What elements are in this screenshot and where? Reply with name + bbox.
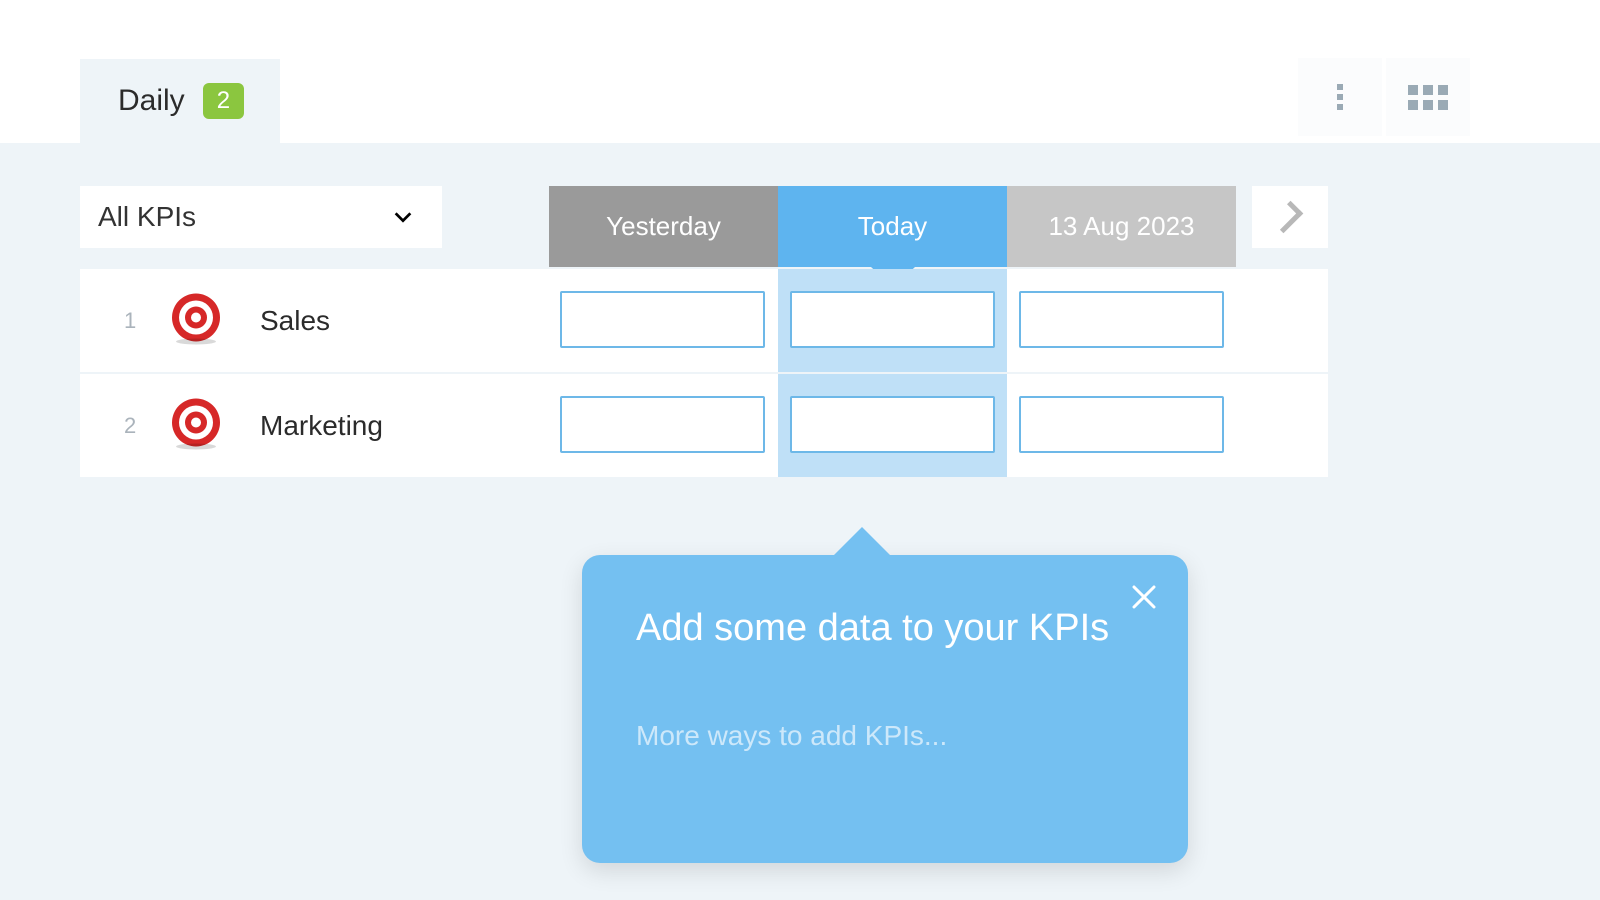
popup-title: Add some data to your KPIs bbox=[636, 607, 1134, 650]
kpi-rows: 1 Sales 2 bbox=[80, 269, 1328, 479]
grid-icon bbox=[1408, 85, 1448, 110]
popup-subtitle-link[interactable]: More ways to add KPIs... bbox=[636, 720, 1134, 752]
kpi-cell-future[interactable] bbox=[1019, 291, 1224, 348]
kpi-cell-future[interactable] bbox=[1019, 396, 1224, 453]
onboarding-popup: Add some data to your KPIs More ways to … bbox=[582, 555, 1188, 863]
date-tab-future-label: 13 Aug 2023 bbox=[1048, 211, 1194, 242]
view-grid-button[interactable] bbox=[1386, 58, 1470, 136]
date-tab-today-label: Today bbox=[858, 211, 927, 242]
date-tab-yesterday-label: Yesterday bbox=[606, 211, 721, 242]
kpi-row-index: 1 bbox=[124, 308, 136, 334]
chevron-down-icon bbox=[392, 206, 414, 228]
tab-daily-label: Daily bbox=[118, 84, 185, 118]
view-toggle-group bbox=[1298, 58, 1470, 136]
chevron-right-icon bbox=[1271, 201, 1304, 234]
next-date-button[interactable] bbox=[1252, 186, 1328, 248]
kpi-cell-today[interactable] bbox=[790, 396, 995, 453]
target-icon bbox=[170, 397, 222, 454]
kpi-row: 1 Sales bbox=[80, 269, 1328, 374]
kpi-cell-yesterday[interactable] bbox=[560, 396, 765, 453]
target-icon bbox=[170, 292, 222, 349]
date-tabs: Yesterday Today 13 Aug 2023 bbox=[549, 186, 1236, 267]
close-icon bbox=[1130, 583, 1158, 611]
kpi-filter-label: All KPIs bbox=[98, 201, 196, 233]
kpi-row: 2 Marketing bbox=[80, 374, 1328, 479]
kpi-cell-today[interactable] bbox=[790, 291, 995, 348]
date-tab-future[interactable]: 13 Aug 2023 bbox=[1007, 186, 1236, 267]
tab-daily-count-badge: 2 bbox=[203, 83, 244, 119]
close-button[interactable] bbox=[1130, 583, 1158, 616]
kpi-row-name: Sales bbox=[260, 305, 330, 337]
kpi-row-index: 2 bbox=[124, 413, 136, 439]
date-tab-yesterday[interactable]: Yesterday bbox=[549, 186, 778, 267]
kpi-row-name: Marketing bbox=[260, 410, 383, 442]
tab-daily[interactable]: Daily 2 bbox=[80, 59, 280, 143]
list-icon bbox=[1337, 84, 1343, 110]
kpi-cell-yesterday[interactable] bbox=[560, 291, 765, 348]
top-bar: Daily 2 bbox=[0, 0, 1600, 143]
view-list-button[interactable] bbox=[1298, 58, 1382, 136]
main-area: All KPIs Yesterday Today 13 Aug 2023 1 bbox=[0, 143, 1600, 900]
date-tab-today[interactable]: Today bbox=[778, 186, 1007, 267]
kpi-filter-dropdown[interactable]: All KPIs bbox=[80, 186, 442, 248]
